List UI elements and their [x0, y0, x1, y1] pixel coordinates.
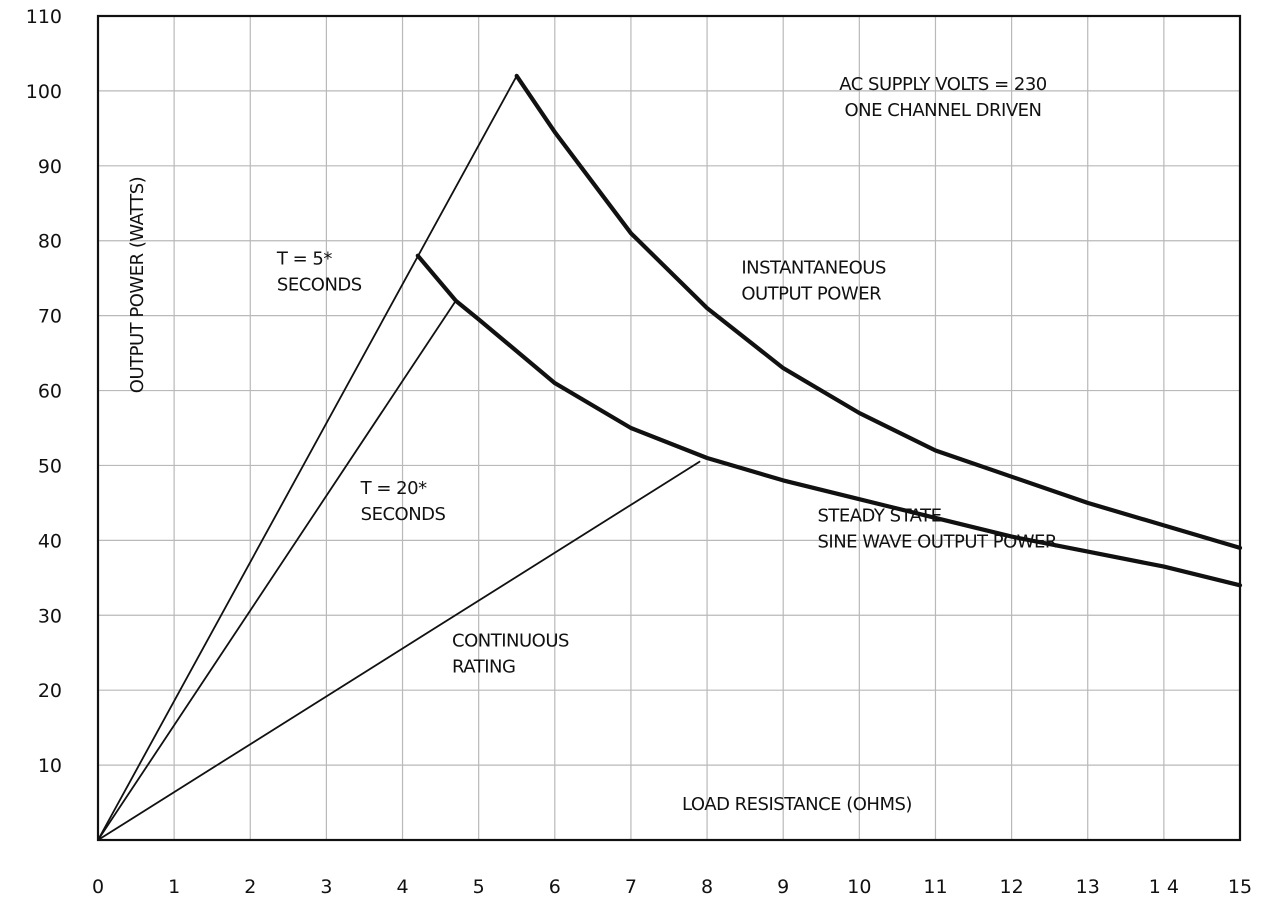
y-tick-label: 100 [26, 81, 62, 103]
header-line-2: ONE CHANNEL DRIVEN [844, 100, 1041, 121]
annotation-4: CONTINUOUS RATING [452, 631, 569, 678]
y-tick-label: 20 [38, 680, 62, 702]
annotation-3: STEADY STATE SINE WAVE OUTPUT POWER [817, 506, 1056, 553]
power-curves [415, 73, 1243, 588]
annotation-line: SECONDS [361, 504, 446, 525]
x-tick-label: 1 [168, 876, 180, 898]
x-tick-label: 12 [1000, 876, 1024, 898]
annotation-line: OUTPUT POWER [741, 284, 881, 305]
x-tick-label: 4 [396, 876, 408, 898]
annotation-1: T = 20* SECONDS [360, 478, 446, 525]
x-tick-label: 15 [1228, 876, 1252, 898]
x-tick-label: 10 [847, 876, 871, 898]
annotation-line: RATING [452, 657, 515, 678]
series-line-2 [97, 75, 518, 841]
annotation-line: T = 20* [360, 478, 427, 499]
y-tick-label: 50 [38, 455, 62, 477]
x-tick-label: 5 [473, 876, 485, 898]
x-tick-label: 13 [1076, 876, 1100, 898]
rating-lines [97, 75, 701, 841]
y-axis-ticks: 10 20 30 40 50 60 70 80 90 100 110 [26, 6, 62, 777]
x-axis-label: LOAD RESISTANCE (OHMS) [682, 794, 912, 815]
annotation-0: T = 5* SECONDS [276, 249, 362, 296]
y-axis-label: OUTPUT POWER (WATTS) [127, 177, 148, 393]
x-tick-label: 11 [923, 876, 947, 898]
annotation-line: STEADY STATE [817, 506, 941, 527]
annotation-line: SINE WAVE OUTPUT POWER [817, 532, 1056, 553]
y-tick-label: 110 [26, 6, 62, 28]
series-line-0 [514, 73, 1243, 551]
header-line-1: AC SUPPLY VOLTS = 230 [839, 74, 1047, 95]
annotations: T = 5* SECONDS T = 20* SECONDS INSTANTANEOUS… [276, 249, 1058, 678]
series-line-4 [97, 460, 701, 841]
gridlines [98, 16, 1240, 840]
series-line-1 [415, 253, 1243, 588]
series-line-3 [97, 299, 457, 841]
y-tick-label: 60 [38, 381, 62, 403]
x-tick-label: 0 [92, 876, 104, 898]
y-tick-label: 30 [38, 605, 62, 627]
annotation-line: SECONDS [277, 275, 362, 296]
x-tick-label: 8 [701, 876, 713, 898]
y-tick-label: 40 [38, 530, 62, 552]
x-axis-ticks: 0 1 2 3 4 5 6 7 8 9 10 11 12 13 1 4 15 [92, 876, 1252, 898]
y-tick-label: 10 [38, 755, 62, 777]
x-tick-label: 2 [244, 876, 256, 898]
x-tick-label: 9 [777, 876, 789, 898]
annotation-line: T = 5* [276, 249, 332, 270]
plot-frame [96, 14, 1242, 842]
x-tick-label: 1 4 [1149, 876, 1179, 898]
x-tick-label: 6 [549, 876, 561, 898]
annotation-line: INSTANTANEOUS [741, 258, 886, 279]
y-tick-label: 70 [38, 306, 62, 328]
x-tick-label: 3 [320, 876, 332, 898]
annotation-2: INSTANTANEOUS OUTPUT POWER [741, 258, 886, 305]
y-tick-label: 90 [38, 156, 62, 178]
x-tick-label: 7 [625, 876, 637, 898]
annotation-line: CONTINUOUS [452, 631, 569, 652]
y-tick-label: 80 [38, 231, 62, 253]
